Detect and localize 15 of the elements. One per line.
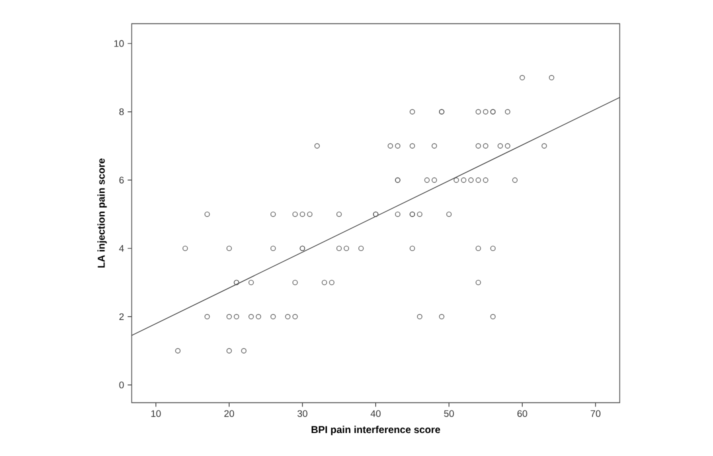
x-tick-label: 50 (444, 410, 454, 417)
y-axis-title: LA injection pain score (97, 158, 107, 268)
x-axis-title: BPI pain interference score (312, 426, 440, 436)
x-tick-label: 60 (517, 410, 528, 417)
y-tick-label: 8 (119, 108, 124, 116)
y-tick-label: 2 (119, 313, 124, 320)
x-tick-label: 10 (151, 410, 161, 417)
y-tick-label: 4 (119, 245, 124, 252)
x-tick-label: 20 (224, 410, 234, 417)
x-tick-label: 40 (370, 410, 381, 417)
x-tick-label: 30 (298, 410, 308, 417)
y-tick-label: 0 (119, 382, 124, 388)
y-tick-label: 6 (119, 176, 124, 184)
y-tick-label: 10 (114, 40, 124, 47)
x-tick-label: 70 (590, 410, 600, 417)
